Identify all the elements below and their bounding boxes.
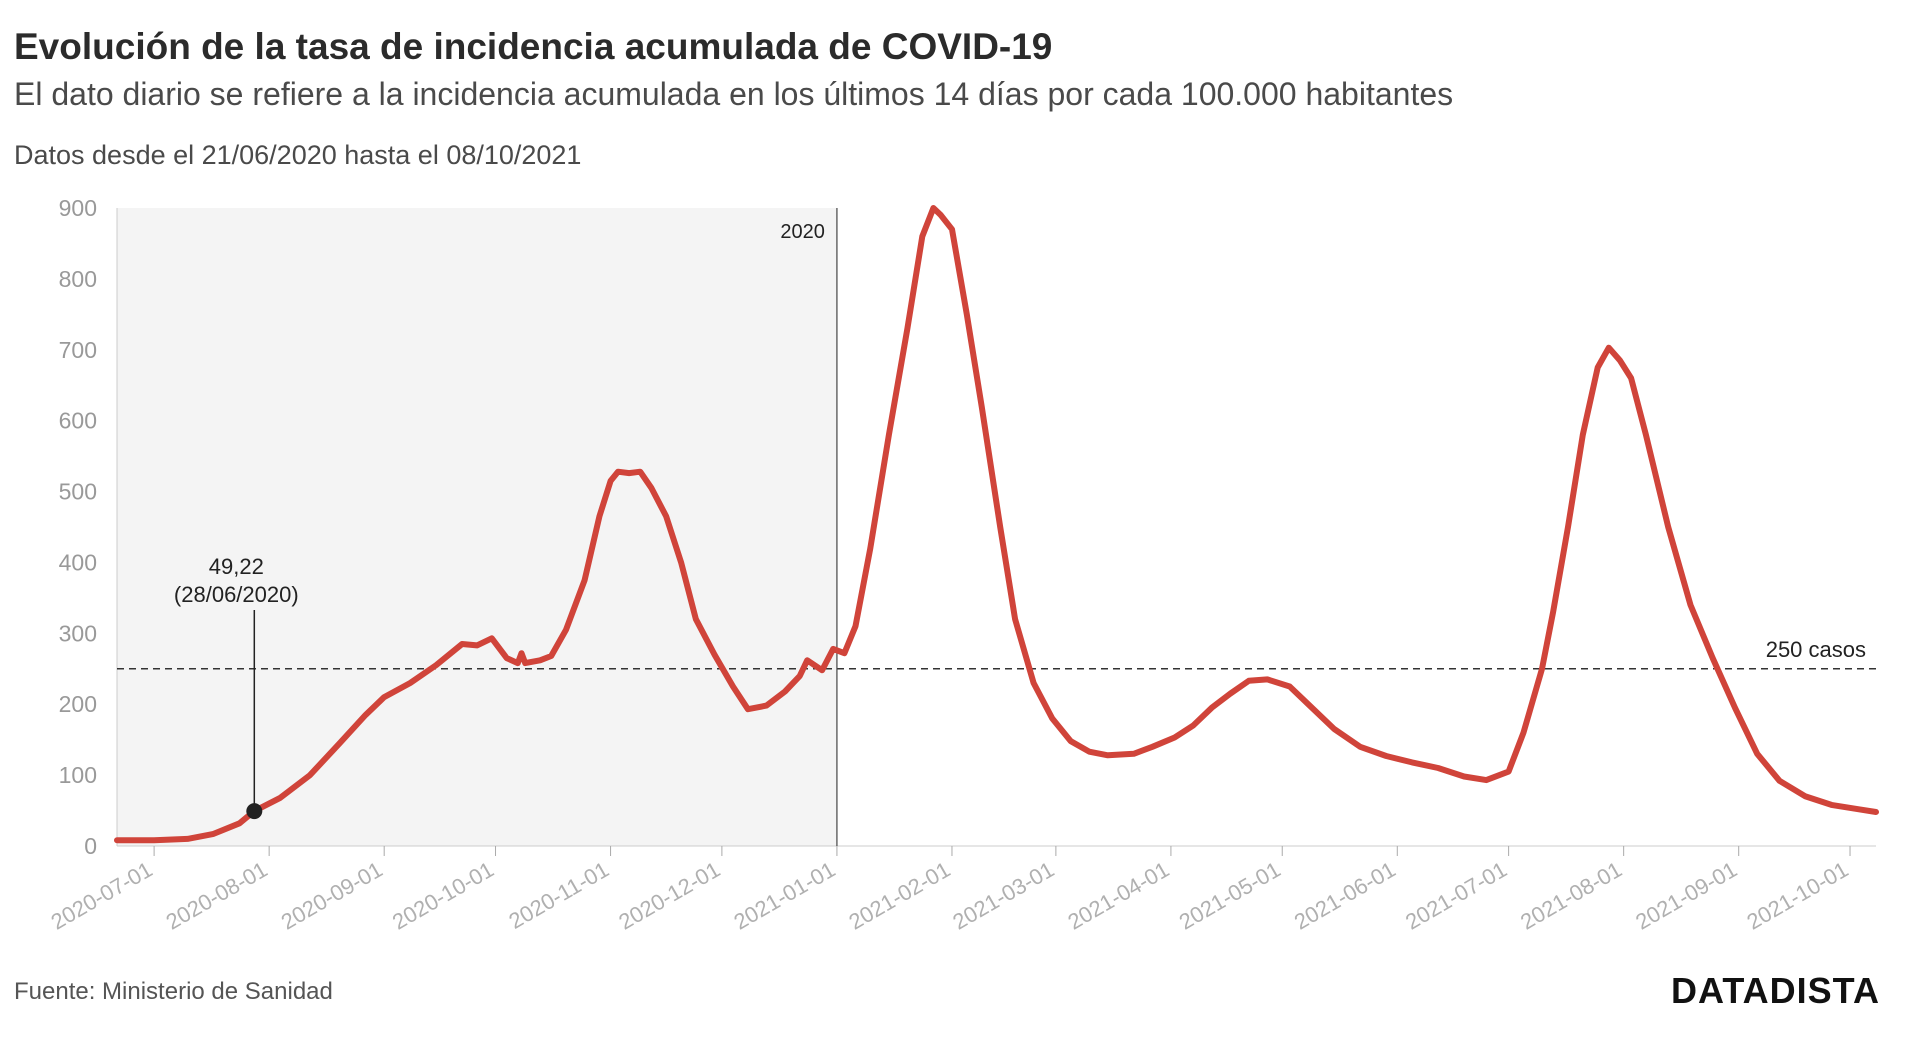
x-tick-label: 2020-08-01 [162,857,272,935]
y-tick-label: 300 [59,620,97,646]
year-divider-label: 2020 [780,221,825,243]
source-note: Fuente: Ministerio de Sanidad [14,978,333,1005]
y-tick-label: 100 [59,762,97,788]
x-tick-label: 2021-05-01 [1175,857,1285,935]
x-tick-label: 2020-11-01 [505,857,614,934]
y-tick-label: 900 [59,195,97,221]
x-tick-label: 2021-02-01 [844,857,954,935]
year-2020-shaded-region [117,208,837,846]
y-tick-label: 600 [59,408,97,434]
highlight-value-label: 49,22 [209,554,264,579]
x-tick-label: 2020-10-01 [388,857,498,935]
x-tick-label: 2021-08-01 [1516,857,1626,935]
x-tick-label: 2021-07-01 [1401,857,1511,935]
x-tick-label: 2021-01-01 [729,857,839,935]
y-tick-label: 200 [59,691,97,717]
brand-logo: DATADISTA [1671,970,1880,1011]
highlight-date-label: (28/06/2020) [174,582,299,607]
x-tick-label: 2020-07-01 [47,857,157,935]
y-tick-label: 700 [59,337,97,363]
y-tick-label: 800 [59,266,97,292]
reference-line-label: 250 casos [1766,637,1866,662]
x-tick-label: 2020-09-01 [277,857,387,935]
x-tick-label: 2021-04-01 [1063,857,1173,935]
y-tick-label: 500 [59,479,97,505]
x-tick-label: 2020-12-01 [614,857,724,935]
series-line-incidence [114,205,1879,844]
y-tick-label: 400 [59,549,97,575]
chart-title: Evolución de la tasa de incidencia acumu… [14,26,1053,67]
highlight-point [246,803,263,820]
x-tick-label: 2021-06-01 [1290,857,1400,935]
y-tick-label: 0 [84,833,97,859]
date-range: Datos desde el 21/06/2020 hasta el 08/10… [14,140,582,170]
x-tick-label: 2021-03-01 [948,857,1058,935]
chart-subtitle: El dato diario se refiere a la incidenci… [14,76,1454,112]
x-tick-label: 2021-09-01 [1631,857,1741,935]
x-tick-label: 2021-10-01 [1743,857,1853,935]
